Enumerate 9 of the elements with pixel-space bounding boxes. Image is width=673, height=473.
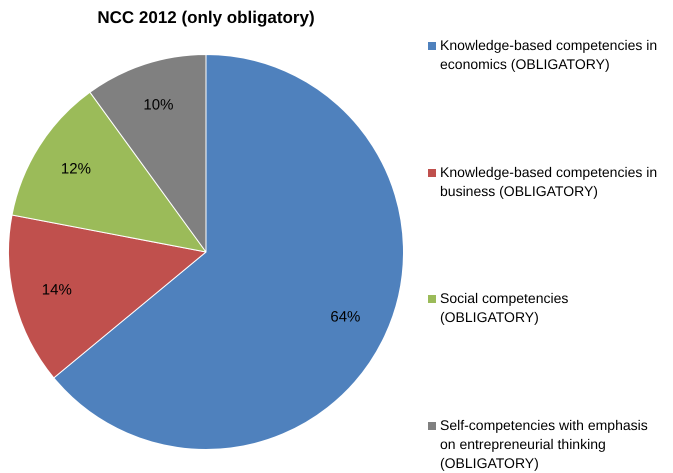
data-label: 10% [143,96,174,114]
legend-label: Social competencies (OBLIGATORY) [440,289,570,328]
legend-label: Knowledge-based competencies in business (OBLIGATORY) [440,162,658,201]
data-label: 12% [60,160,91,178]
data-label: 64% [330,308,360,326]
data-label: 14% [42,281,72,298]
legend-label: Self-competencies with emphasis on entrepreneurial thinking (OBLIGATORY) [440,416,649,473]
legend-label: Knowledge-based competencies in economics (OBLIGATORY) [440,36,658,74]
chart-title: NCC 2012 (only obligatory) [96,8,316,28]
